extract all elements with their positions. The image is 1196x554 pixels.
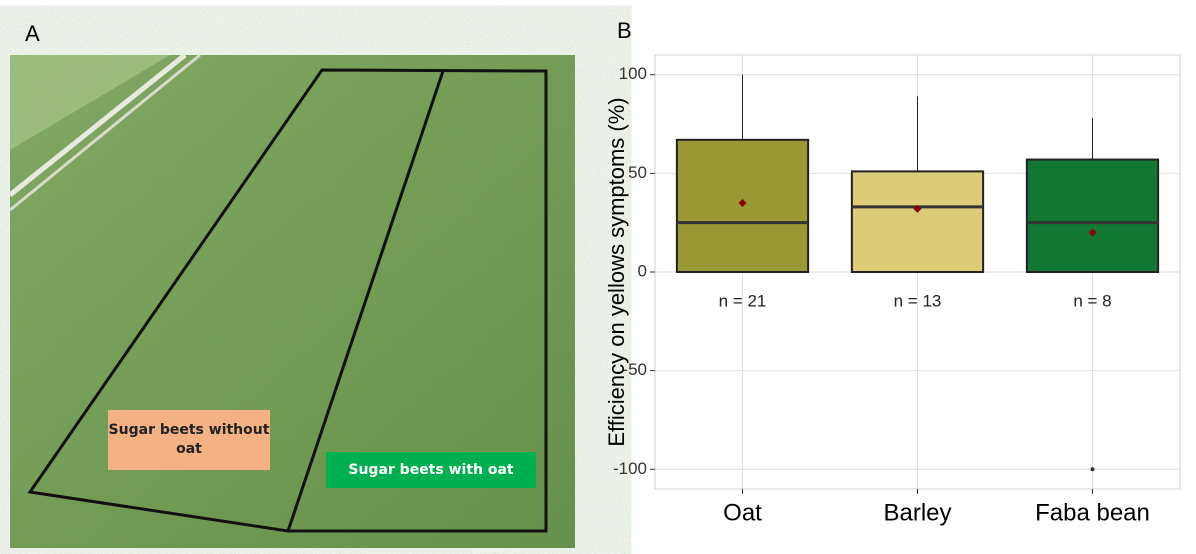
y-tick-label: 50 bbox=[628, 163, 647, 182]
page: {"figure": {"panel_a_label": "A", "panel… bbox=[0, 0, 1196, 554]
n-label: n = 13 bbox=[894, 291, 942, 310]
y-tick-label: 100 bbox=[619, 64, 647, 83]
n-label: n = 8 bbox=[1073, 291, 1111, 310]
photo-label: Sugar beets without oat bbox=[108, 410, 270, 470]
n-label: n = 21 bbox=[719, 291, 767, 310]
y-axis-title: Efficiency on yellows symptoms (%) bbox=[604, 97, 629, 446]
y-tick-label: -100 bbox=[613, 459, 647, 478]
x-tick-label: Oat bbox=[723, 499, 762, 526]
outlier bbox=[1091, 467, 1095, 471]
x-tick-label: Barley bbox=[883, 499, 951, 526]
box bbox=[852, 171, 983, 272]
panel-label: B bbox=[617, 18, 632, 43]
box bbox=[1027, 160, 1158, 272]
y-tick-label: 0 bbox=[638, 261, 647, 280]
figure: A B -100-50050100Efficiency on yellows s… bbox=[0, 0, 1196, 554]
x-tick-label: Faba bean bbox=[1035, 499, 1150, 526]
panel-label: A bbox=[25, 21, 40, 46]
photo-label: Sugar beets with oat bbox=[326, 452, 536, 488]
